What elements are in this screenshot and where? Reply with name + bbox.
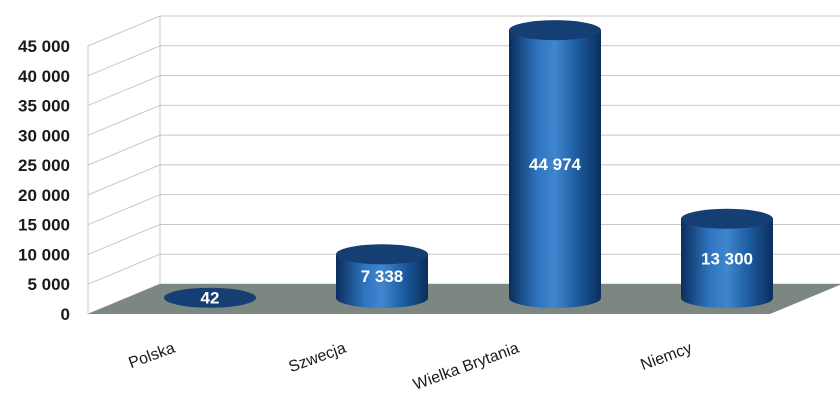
y-tick-label: 5 000	[27, 275, 70, 294]
side-gridline	[87, 253, 161, 285]
y-tick-label: 20 000	[18, 186, 70, 205]
y-tick-label: 35 000	[18, 97, 70, 116]
y-tick-label: 40 000	[18, 67, 70, 86]
side-gridline	[87, 194, 161, 226]
data-label: 7 338	[361, 267, 404, 286]
bar-polska: 42	[164, 287, 256, 308]
y-tick-label: 15 000	[18, 216, 70, 235]
x-category-label: Polska	[126, 340, 177, 372]
bar-top	[681, 208, 773, 229]
side-gridline	[87, 164, 161, 196]
y-tick-label: 0	[61, 305, 70, 324]
bars: 42 7 338 44 974 13 300	[164, 20, 773, 308]
bar-body	[681, 218, 773, 308]
y-tick-label: 10 000	[18, 245, 70, 264]
bar-szwecja: 7 338	[336, 244, 428, 308]
y-tick-label: 45 000	[18, 37, 70, 56]
bar-top	[164, 287, 256, 308]
data-label: 44 974	[529, 155, 582, 174]
bar-body	[336, 254, 428, 308]
bar-niemcy: 13 300	[681, 208, 773, 308]
side-gridline	[87, 223, 161, 255]
chart-floor	[88, 284, 840, 314]
gridlines	[87, 15, 840, 315]
bar-wielka-brytania: 44 974	[509, 20, 601, 308]
y-axis-ticks: 0 5 000 10 000 15 000 20 000 25 000 30 000 35 0…	[18, 37, 70, 324]
side-gridline	[87, 15, 161, 47]
data-label: 42	[201, 289, 220, 308]
x-category-label: Niemcy	[638, 340, 694, 374]
y-tick-label: 30 000	[18, 126, 70, 145]
data-label: 13 300	[701, 249, 753, 268]
x-category-label: Wielka Brytania	[411, 340, 521, 394]
side-gridline	[87, 45, 161, 77]
bar-top	[509, 20, 601, 41]
side-gridline	[87, 104, 161, 136]
side-gridline	[87, 134, 161, 166]
x-category-label: Szwecja	[287, 340, 349, 376]
bar-body	[509, 30, 601, 308]
x-axis-categories: Polska Szwecja Wielka Brytania Niemcy	[126, 340, 694, 394]
side-gridline	[87, 75, 161, 107]
y-tick-label: 25 000	[18, 156, 70, 175]
bar-top	[336, 244, 428, 265]
floor-plane	[88, 284, 840, 314]
